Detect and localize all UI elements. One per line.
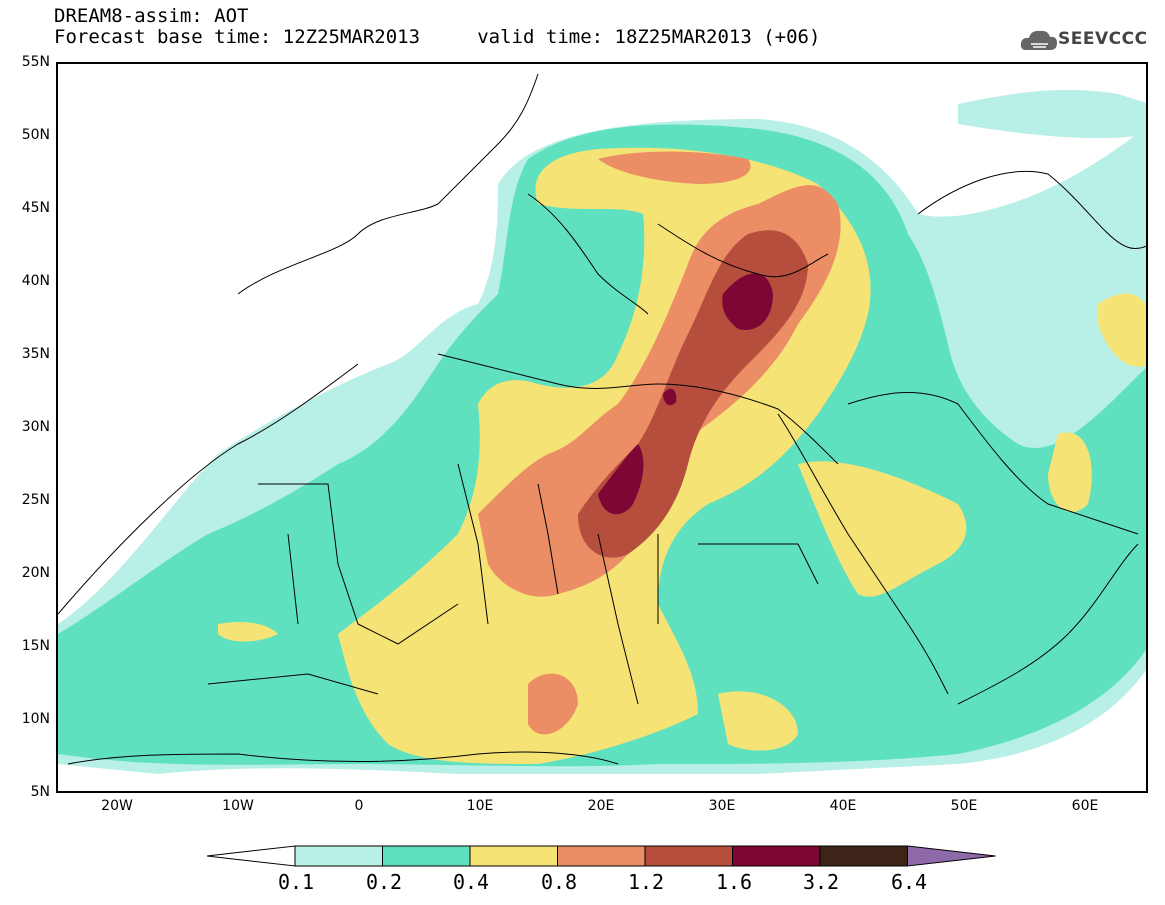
legend-swatch bbox=[557, 845, 646, 867]
lat-label: 50N bbox=[21, 127, 50, 143]
color-legend bbox=[206, 845, 996, 867]
coastlines bbox=[58, 73, 1146, 765]
map-panel bbox=[56, 62, 1148, 793]
aot-map bbox=[58, 64, 1146, 791]
legend-label: 1.6 bbox=[715, 870, 753, 894]
lon-label: 50E bbox=[950, 798, 978, 814]
logo-text: SEEVCCC bbox=[1058, 29, 1148, 49]
lat-label: 55N bbox=[21, 54, 50, 70]
lon-label: 10E bbox=[466, 798, 494, 814]
forecast-time-line: Forecast base time: 12Z25MAR2013 valid t… bbox=[54, 26, 821, 48]
legend-label: 6.4 bbox=[890, 870, 928, 894]
lon-label: 0 bbox=[354, 798, 364, 814]
cloud-icon bbox=[1020, 30, 1057, 50]
lon-label: 10W bbox=[222, 798, 254, 814]
lat-label: 35N bbox=[21, 346, 50, 362]
legend-label: 1.2 bbox=[627, 870, 665, 894]
lat-label: 45N bbox=[21, 200, 50, 216]
lat-label: 10N bbox=[21, 711, 50, 727]
lon-label: 20W bbox=[101, 798, 133, 814]
legend-label: 0.2 bbox=[365, 870, 403, 894]
lat-label: 5N bbox=[30, 784, 50, 800]
legend-arrow-high bbox=[907, 845, 996, 867]
lat-label: 40N bbox=[21, 273, 50, 289]
lon-label: 40E bbox=[829, 798, 857, 814]
legend-swatch bbox=[469, 845, 558, 867]
legend-label: 0.4 bbox=[452, 870, 490, 894]
legend-swatch bbox=[644, 845, 733, 867]
lat-label: 25N bbox=[21, 492, 50, 508]
legend-swatch bbox=[382, 845, 471, 867]
aot-band-1.6 bbox=[598, 444, 644, 515]
legend-label: 0.8 bbox=[540, 870, 578, 894]
lat-label: 15N bbox=[21, 638, 50, 654]
lat-label: 20N bbox=[21, 565, 50, 581]
map-title: DREAM8-assim: AOT bbox=[54, 5, 249, 27]
lon-label: 20E bbox=[587, 798, 615, 814]
legend-label: 3.2 bbox=[802, 870, 840, 894]
lon-label: 60E bbox=[1071, 798, 1099, 814]
lon-label: 30E bbox=[708, 798, 736, 814]
legend-arrow-low bbox=[206, 845, 296, 867]
legend-label: 0.1 bbox=[277, 870, 315, 894]
legend-swatch bbox=[732, 845, 821, 867]
legend-swatch bbox=[819, 845, 908, 867]
legend-swatch bbox=[294, 845, 383, 867]
lat-label: 30N bbox=[21, 419, 50, 435]
